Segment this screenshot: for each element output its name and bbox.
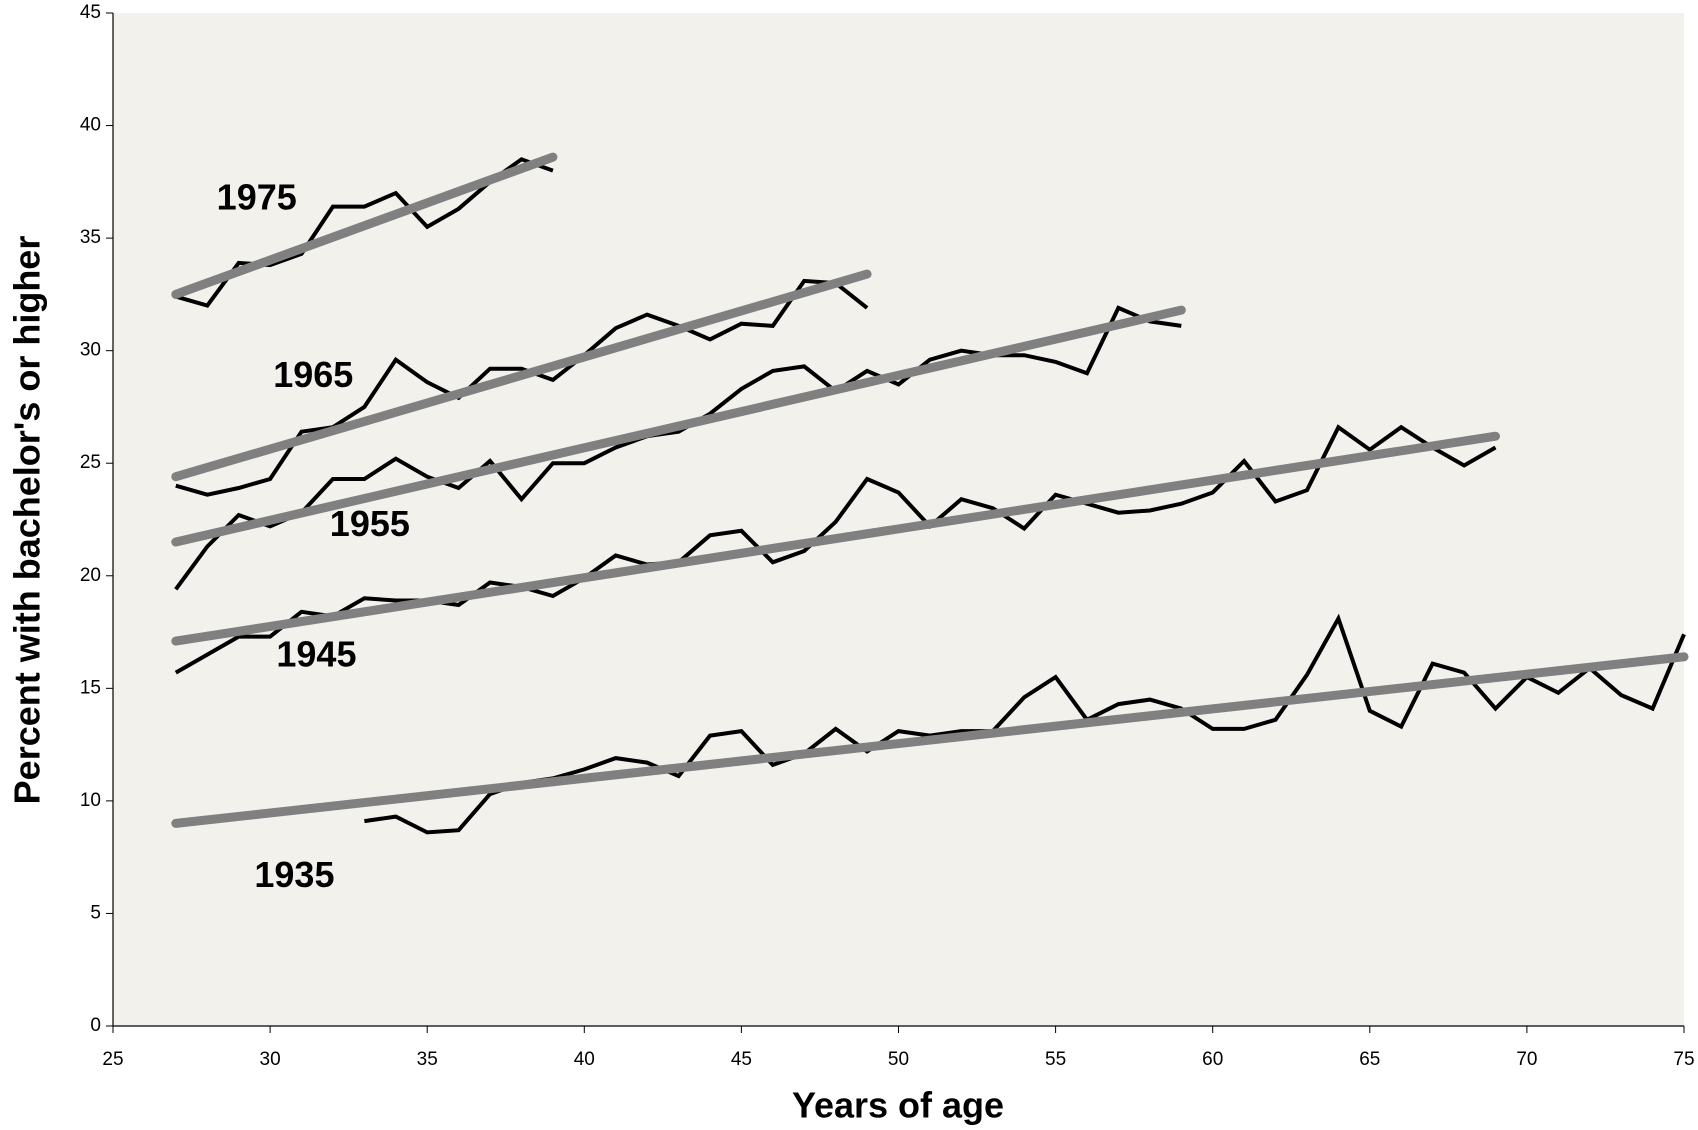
x-tick-label: 30 xyxy=(260,1049,281,1070)
x-tick-label: 65 xyxy=(1359,1049,1380,1070)
y-tick-label: 45 xyxy=(80,2,101,23)
plot-area xyxy=(113,13,1684,1026)
x-tick-label: 45 xyxy=(731,1049,752,1070)
series-label: 1945 xyxy=(276,633,356,674)
line xyxy=(174,305,1182,591)
y-axis-title: Percent with bachelor's or higher xyxy=(7,236,48,805)
x-tick-label: 25 xyxy=(102,1049,123,1070)
y-tick-label: 15 xyxy=(80,677,101,698)
y-tick-label: 20 xyxy=(80,565,101,586)
line xyxy=(364,613,1686,835)
x-tick-label: 60 xyxy=(1202,1049,1223,1070)
x-tick-label: 75 xyxy=(1673,1049,1694,1070)
trend-line xyxy=(171,152,558,299)
series-label: 1955 xyxy=(330,503,410,544)
trend-line xyxy=(171,431,1500,646)
y-tick-label: 5 xyxy=(90,902,101,923)
series-label: 1975 xyxy=(217,176,297,217)
x-tick-label: 35 xyxy=(417,1049,438,1070)
x-axis-title: Years of age xyxy=(792,1085,1004,1126)
y-tick-label: 40 xyxy=(80,115,101,136)
y-tick-label: 0 xyxy=(90,1015,101,1036)
y-tick-label: 25 xyxy=(80,452,101,473)
x-tick-label: 40 xyxy=(574,1049,595,1070)
x-tick-label: 50 xyxy=(888,1049,909,1070)
y-tick-label: 30 xyxy=(80,340,101,361)
series-label: 1935 xyxy=(254,854,334,895)
trend-line xyxy=(171,305,1186,547)
x-tick-label: 70 xyxy=(1516,1049,1537,1070)
y-tick-label: 35 xyxy=(80,227,101,248)
series-label: 1965 xyxy=(273,354,353,395)
line xyxy=(174,424,1497,675)
trend-line xyxy=(171,652,1689,828)
trend-line xyxy=(171,269,872,482)
y-tick-label: 10 xyxy=(80,790,101,811)
x-tick-label: 55 xyxy=(1045,1049,1066,1070)
